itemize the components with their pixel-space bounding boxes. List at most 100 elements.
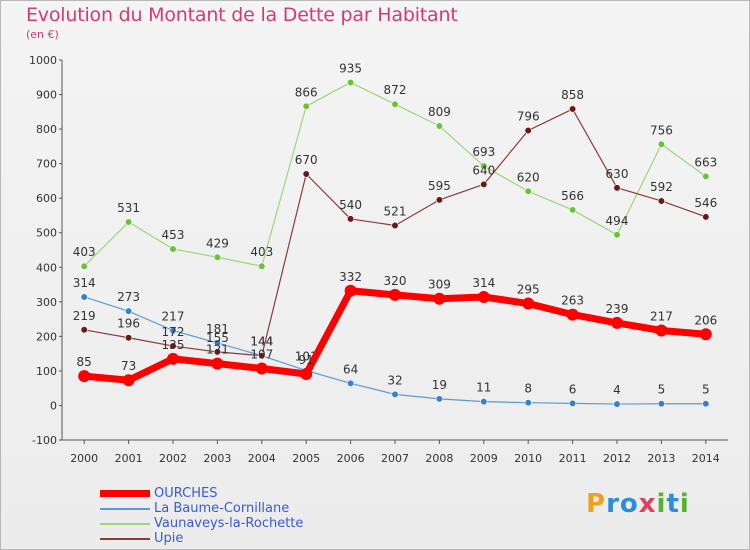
data-label: 11 bbox=[476, 381, 491, 395]
data-point bbox=[433, 292, 446, 305]
data-label: 531 bbox=[117, 201, 140, 215]
data-label: 566 bbox=[561, 189, 584, 203]
data-point bbox=[169, 245, 177, 253]
data-label: 403 bbox=[250, 245, 273, 259]
data-label: 866 bbox=[295, 85, 318, 99]
data-point bbox=[213, 348, 221, 356]
y-tick-label: 500 bbox=[36, 227, 57, 240]
data-point bbox=[347, 215, 355, 223]
logo-letter: i bbox=[656, 489, 667, 519]
y-tick-label: 0 bbox=[50, 399, 57, 412]
data-point bbox=[611, 316, 623, 329]
y-tick-label: 1000 bbox=[29, 54, 57, 67]
y-tick-label: 900 bbox=[36, 89, 57, 102]
data-label: 196 bbox=[117, 317, 140, 331]
data-label: 5 bbox=[702, 383, 710, 397]
data-label: 540 bbox=[339, 198, 362, 212]
legend-swatch-la-baume-cornillane bbox=[100, 507, 150, 510]
data-label: 4 bbox=[613, 383, 621, 397]
y-tick-label: 200 bbox=[36, 330, 57, 343]
data-label: 809 bbox=[428, 105, 451, 119]
x-tick-label: 2005 bbox=[292, 452, 320, 465]
legend-swatch-ourches bbox=[100, 490, 150, 497]
x-tick-label: 2012 bbox=[603, 452, 631, 465]
x-tick-label: 2003 bbox=[203, 452, 231, 465]
data-label: 663 bbox=[694, 155, 717, 169]
x-tick-label: 2010 bbox=[514, 452, 542, 465]
data-label: 239 bbox=[606, 302, 629, 316]
data-label: 19 bbox=[432, 378, 447, 392]
data-label: 64 bbox=[343, 362, 358, 376]
x-tick-label: 2011 bbox=[559, 452, 587, 465]
data-label: 217 bbox=[650, 309, 673, 323]
legend-label-la-baume-cornillane: La Baume-Cornillane bbox=[154, 501, 290, 516]
chart-title: Evolution du Montant de la Dette par Hab… bbox=[26, 4, 458, 26]
legend-item-ourches: OURCHES bbox=[100, 486, 303, 501]
data-label: 453 bbox=[162, 228, 185, 242]
data-label: 332 bbox=[339, 270, 362, 284]
data-label: 640 bbox=[472, 163, 495, 177]
data-label: 670 bbox=[295, 153, 318, 167]
data-point bbox=[302, 102, 310, 110]
data-point bbox=[169, 326, 177, 335]
data-label: 155 bbox=[206, 331, 229, 345]
data-label: 314 bbox=[73, 276, 96, 290]
data-label: 403 bbox=[73, 245, 96, 259]
logo-letter: P bbox=[586, 489, 607, 519]
data-point bbox=[435, 395, 444, 403]
x-tick-label: 2009 bbox=[470, 452, 498, 465]
data-label: 935 bbox=[339, 61, 362, 75]
data-label: 217 bbox=[162, 309, 185, 323]
data-point bbox=[125, 218, 133, 226]
x-tick-label: 2000 bbox=[70, 452, 98, 465]
data-label: 320 bbox=[384, 274, 407, 288]
y-tick-label: 400 bbox=[36, 261, 57, 274]
data-point bbox=[702, 400, 710, 408]
data-point bbox=[524, 187, 532, 195]
data-point bbox=[344, 284, 357, 297]
data-label: 85 bbox=[77, 355, 92, 369]
data-point bbox=[566, 308, 579, 321]
data-point bbox=[613, 400, 621, 408]
data-label: 693 bbox=[472, 145, 495, 159]
legend-swatch-upie bbox=[100, 537, 150, 540]
data-point bbox=[480, 180, 488, 188]
logo-letter: o bbox=[619, 489, 639, 519]
chart-subtitle: (en €) bbox=[26, 28, 59, 41]
data-point bbox=[702, 213, 710, 221]
data-label: 181 bbox=[206, 322, 229, 336]
logo-letter: i bbox=[679, 489, 690, 519]
data-label: 872 bbox=[384, 83, 407, 97]
logo-letter: x bbox=[638, 489, 657, 519]
logo-letter: t bbox=[666, 489, 680, 519]
data-label: 263 bbox=[561, 294, 584, 308]
data-label: 309 bbox=[428, 278, 451, 292]
data-point bbox=[568, 206, 577, 214]
data-point bbox=[80, 326, 88, 334]
x-tick-label: 2008 bbox=[425, 452, 453, 465]
data-point bbox=[657, 197, 666, 205]
data-point bbox=[169, 342, 177, 350]
data-point bbox=[302, 170, 310, 178]
data-point bbox=[211, 357, 224, 370]
data-point bbox=[613, 231, 621, 239]
data-point bbox=[568, 399, 577, 407]
data-label: 135 bbox=[162, 338, 185, 352]
y-tick-label: 700 bbox=[36, 158, 57, 171]
data-label: 756 bbox=[650, 123, 673, 137]
data-point bbox=[391, 100, 399, 108]
data-label: 206 bbox=[694, 313, 717, 327]
data-point bbox=[167, 352, 179, 365]
data-point bbox=[125, 334, 133, 342]
data-point bbox=[78, 370, 91, 383]
data-point bbox=[655, 324, 668, 337]
data-label: 73 bbox=[121, 359, 136, 373]
y-tick-label: 100 bbox=[36, 365, 57, 378]
logo-letter: r bbox=[606, 489, 620, 519]
data-label: 107 bbox=[250, 347, 273, 361]
data-point bbox=[477, 290, 490, 303]
data-point bbox=[435, 122, 444, 130]
data-point bbox=[347, 78, 355, 87]
data-point bbox=[255, 362, 268, 375]
